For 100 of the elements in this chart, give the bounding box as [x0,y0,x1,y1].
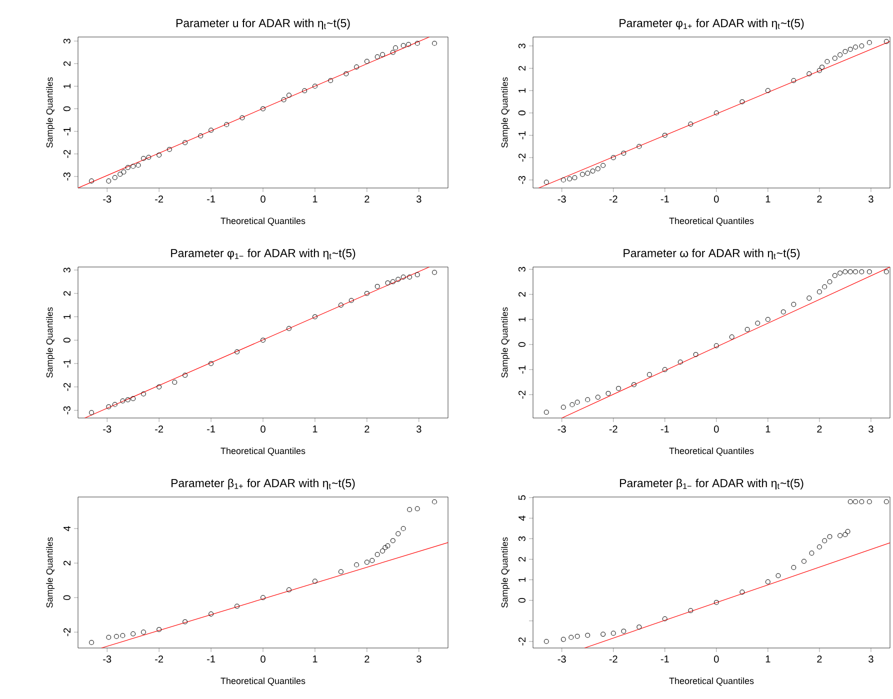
point [348,298,354,303]
point [714,110,719,116]
y-tick-label: 3 [518,536,526,542]
point [407,274,412,280]
x-tick-label: 1 [312,196,318,202]
point [312,314,318,320]
x-tick-label: 0 [714,196,719,203]
x-tick-label: 3 [868,656,874,663]
point [400,43,406,48]
point [385,280,390,286]
point [114,634,119,639]
point [560,404,566,410]
point [832,56,838,61]
y-tick-label: 1 [518,577,526,582]
x-tick-label: -2 [155,196,164,203]
point [838,52,842,58]
point [765,579,770,584]
x-tick-label: 2 [364,426,370,433]
point [791,302,796,307]
point [141,630,146,635]
x-axis-title: Theoretical Quantiles [220,447,306,456]
y-tick-label: 0 [518,110,526,116]
y-tick-label: 3 [518,44,526,48]
point [338,302,344,308]
x-tick-label: -2 [609,656,618,663]
point [182,619,188,624]
point [130,164,136,169]
point [866,40,872,46]
x-tick-label: -3 [558,426,566,433]
point [714,343,719,348]
x-tick-label: 3 [416,656,422,663]
point [281,97,286,102]
point [172,380,178,385]
point [396,276,401,282]
point [234,604,240,609]
point [344,71,349,76]
point [112,402,118,407]
point [370,558,375,563]
x-tick-label: -1 [660,426,669,432]
x-tick-label: -2 [155,656,164,663]
point [636,144,642,149]
point [572,175,578,180]
y-tick-label: 2 [518,556,526,562]
y-tick-label: 3 [518,266,526,272]
x-tick-label: 2 [817,196,822,203]
point [364,560,370,565]
point [859,269,864,274]
point [791,565,796,570]
point [354,562,359,568]
point [853,499,858,504]
y-tick-label: -2 [518,637,526,646]
y-tick-label: 3 [63,38,70,44]
x-tick-label: 0 [260,196,266,203]
x-tick-label: -1 [660,196,669,202]
point [848,46,853,52]
point [809,550,814,556]
x-tick-label: 3 [416,196,422,203]
x-tick-label: -1 [207,426,216,432]
point [567,176,572,182]
point [570,402,575,408]
point [744,327,750,332]
point [776,573,781,578]
x-tick-label: 2 [817,656,822,663]
x-tick-label: -3 [103,426,112,433]
point [312,84,318,89]
point [198,133,204,138]
point [380,52,385,58]
point [866,499,872,504]
point [610,630,616,636]
point [390,538,396,544]
x-tick-label: -2 [155,426,164,433]
x-tick-label: 0 [260,426,266,433]
point [740,99,745,104]
point [595,166,600,172]
x-axis-title: Theoretical Quantiles [669,677,754,686]
point [845,529,850,534]
x-tick-label: -3 [558,196,566,203]
x-tick-label: 1 [312,656,318,662]
point [286,587,292,592]
point [646,372,652,378]
point [662,616,668,622]
point [729,334,734,340]
y-tick-label: 2 [518,66,526,71]
y-tick-label: 1 [64,314,70,319]
chart-title: Parameter β$_{1+}$ for ADAR with η$_{t}$~t(5) [172,478,355,490]
y-tick-label: -1 [64,127,70,136]
point [364,290,370,296]
point [354,64,359,70]
point [632,382,636,388]
point [208,612,214,616]
point [848,499,853,504]
point [286,326,292,331]
y-tick-label: -3 [63,172,70,180]
y-axis-title: Sample Quantiles [501,537,510,608]
point [560,178,566,182]
y-tick-label: -1 [518,366,526,374]
y-tick-label: -1 [518,131,526,140]
point [621,150,626,156]
point [374,552,380,557]
point [182,140,188,146]
